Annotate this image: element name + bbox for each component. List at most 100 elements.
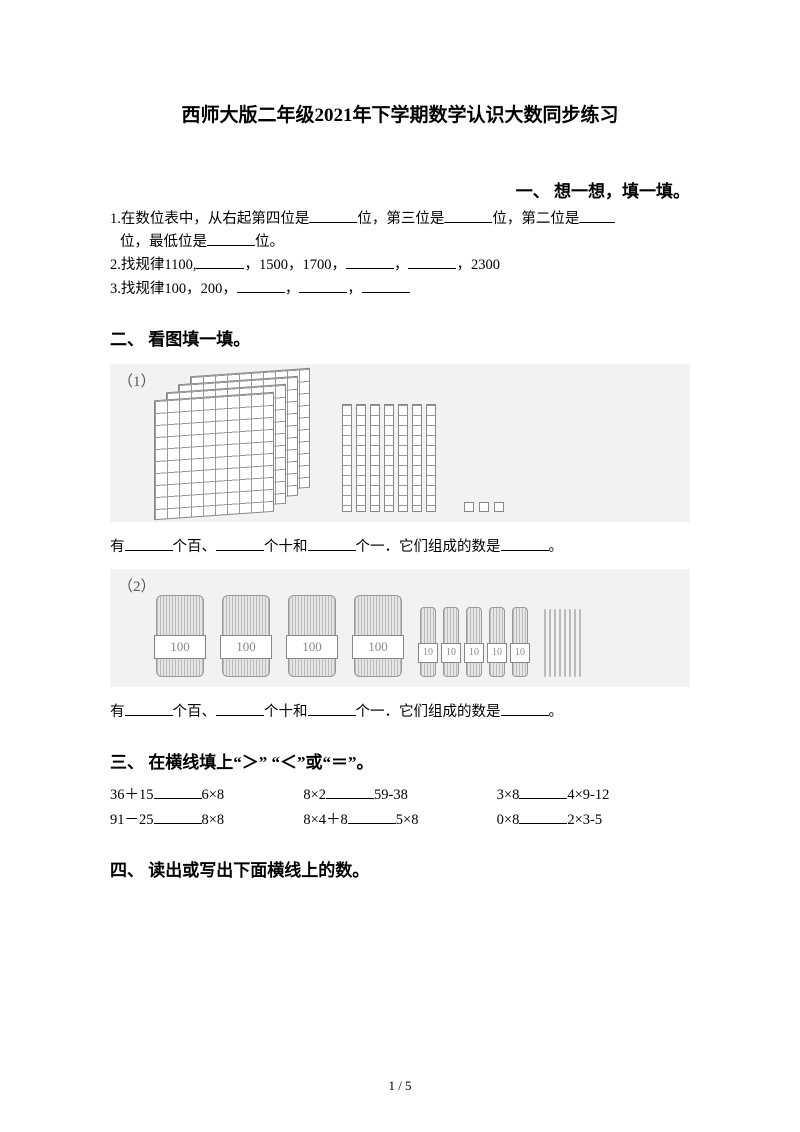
page-footer: 1 / 5 (0, 1078, 800, 1094)
compare-blank[interactable] (519, 810, 567, 824)
cap-c: 个十和 (264, 704, 308, 720)
f2-blank-2[interactable] (216, 702, 264, 716)
cap-e: 。 (549, 704, 564, 720)
bundle-10-label: 10 (487, 643, 507, 663)
compare-cell: 91－258×8 (110, 808, 303, 833)
q1-blank-3[interactable] (579, 209, 615, 223)
q2-text-c: ， (394, 257, 409, 273)
q1-blank-1[interactable] (309, 209, 357, 223)
worksheet-page: 西师大版二年级2021年下学期数学认识大数同步练习 一、 想一想，填一填。 1.… (0, 0, 800, 881)
ten-bar-icon (398, 404, 408, 512)
q2-text-d: ，2300 (456, 257, 500, 273)
bundle-100-icon: 100 (352, 595, 404, 677)
one-cube-icon (479, 502, 489, 512)
q1-text-c: 位，第二位是 (492, 211, 579, 227)
cap-a: 有 (110, 704, 125, 720)
f2-blank-3[interactable] (308, 702, 356, 716)
figure-1-row (120, 372, 680, 512)
bundle-10-icon: 10 (441, 607, 461, 677)
q1-text-d: 位，最低位是 (120, 234, 207, 250)
compare-cell: 36＋156×8 (110, 783, 303, 808)
one-cube-icon (494, 502, 504, 512)
q3-blank-1[interactable] (237, 279, 285, 293)
bundle-100-label: 100 (220, 635, 272, 659)
cap-d: 个一．它们组成的数是 (356, 704, 501, 720)
figure-2-caption: 有 个百、 个十和 个一．它们组成的数是 。 (110, 701, 690, 724)
q1-text-b: 位，第三位是 (357, 211, 444, 227)
bundle-100-label: 100 (286, 635, 338, 659)
stick-icon (569, 609, 571, 677)
figure-1-label: （1） (118, 370, 156, 391)
q3-blank-3[interactable] (362, 279, 410, 293)
q1-text-a: 1.在数位表中，从右起第四位是 (110, 211, 309, 227)
compare-cell: 8×4＋85×8 (303, 808, 496, 833)
compare-row-2: 91－258×8 8×4＋85×8 0×82×3-5 (110, 808, 690, 833)
ten-bar-icon (342, 404, 352, 512)
f1-blank-4[interactable] (501, 537, 549, 551)
question-3: 3.找规律100，200，，， (110, 278, 690, 301)
question-1: 1.在数位表中，从右起第四位是 位，第三位是 位，第二位是 位，最低位是 位。 (110, 208, 690, 254)
bundle-10-icon: 10 (418, 607, 438, 677)
tens-group (342, 404, 436, 512)
compare-blank[interactable] (326, 785, 374, 799)
bundle-10-icon: 10 (487, 607, 507, 677)
tens-bundles: 10 10 10 10 10 (418, 607, 530, 677)
bundle-10-label: 10 (510, 643, 530, 663)
bundle-100-icon: 100 (154, 595, 206, 677)
bundle-10-label: 10 (441, 643, 461, 663)
ten-bar-icon (384, 404, 394, 512)
stick-icon (544, 609, 546, 677)
figure-2-label: （2） (118, 575, 156, 596)
loose-sticks (544, 609, 581, 677)
ten-bar-icon (426, 404, 436, 512)
bundle-100-icon: 100 (220, 595, 272, 677)
one-cube-icon (464, 502, 474, 512)
section-2-heading: 二、 看图填一填。 (110, 325, 690, 350)
stick-icon (559, 609, 561, 677)
bundle-10-icon: 10 (464, 607, 484, 677)
q1-text-e: 位。 (255, 234, 284, 250)
f2-blank-1[interactable] (125, 702, 173, 716)
question-2: 2.找规律1100,，1500，1700，，，2300 (110, 254, 690, 277)
bundle-10-label: 10 (418, 643, 438, 663)
bundle-10-label: 10 (464, 643, 484, 663)
q3-blank-2[interactable] (299, 279, 347, 293)
q2-text-b: ，1500，1700， (244, 257, 346, 273)
stick-icon (579, 609, 581, 677)
q2-blank-1[interactable] (196, 255, 244, 269)
compare-blank[interactable] (154, 785, 202, 799)
compare-cell: 0×82×3-5 (497, 808, 690, 833)
section-1-heading: 一、 想一想，填一填。 (110, 177, 690, 202)
ones-group (464, 502, 504, 512)
figure-2: （2） 100 100 100 100 (110, 569, 690, 687)
f1-blank-3[interactable] (308, 537, 356, 551)
q1-blank-2[interactable] (444, 209, 492, 223)
compare-blank[interactable] (519, 785, 567, 799)
cap-a: 有 (110, 539, 125, 555)
f2-blank-4[interactable] (501, 702, 549, 716)
hundred-plate-icon (154, 392, 274, 520)
f1-blank-1[interactable] (125, 537, 173, 551)
q2-blank-2[interactable] (346, 255, 394, 269)
bundle-100-label: 100 (352, 635, 404, 659)
cap-e: 。 (549, 539, 564, 555)
q2-blank-3[interactable] (408, 255, 456, 269)
bundle-100-icon: 100 (286, 595, 338, 677)
q1-blank-4[interactable] (207, 232, 255, 246)
compare-cell: 8×259-38 (303, 783, 496, 808)
figure-1-caption: 有个百、个十和个一．它们组成的数是。 (110, 536, 690, 559)
section-3-heading: 三、 在横线填上“＞” “＜”或“＝”。 (110, 748, 690, 773)
hundreds-stack (154, 372, 314, 512)
figure-2-row: 100 100 100 100 10 10 10 (120, 577, 680, 677)
cap-d: 个一．它们组成的数是 (356, 539, 501, 555)
compare-blank[interactable] (154, 810, 202, 824)
stick-icon (574, 609, 576, 677)
compare-blank[interactable] (348, 810, 396, 824)
comparison-exercises: 36＋156×8 8×259-38 3×84×9-12 91－258×8 8×4… (110, 783, 690, 832)
q3-text-c: ， (347, 281, 362, 297)
cap-b: 个百、 (173, 704, 217, 720)
q3-text-a: 3.找规律100，200， (110, 281, 237, 297)
cap-c: 个十和 (264, 539, 308, 555)
f1-blank-2[interactable] (216, 537, 264, 551)
compare-row-1: 36＋156×8 8×259-38 3×84×9-12 (110, 783, 690, 808)
